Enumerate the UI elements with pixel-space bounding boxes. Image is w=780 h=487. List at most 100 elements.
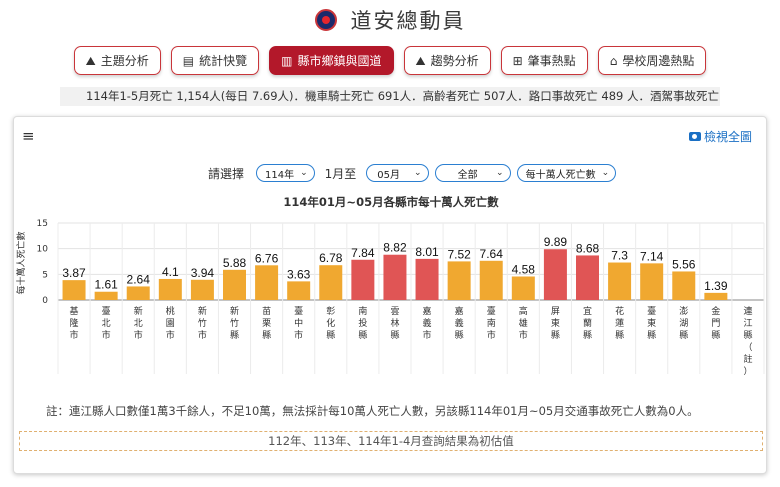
month-select-value: 05月 xyxy=(377,169,401,181)
x-category-label-char: （ xyxy=(743,342,752,353)
x-category-label-char: 市 xyxy=(102,329,111,341)
x-category-label-char: 雲 xyxy=(390,306,399,317)
x-category-label-char: 林 xyxy=(390,317,399,329)
x-category-label-char: 市 xyxy=(166,329,175,341)
nav-button-1[interactable]: ▤ 統計快覽 xyxy=(170,46,260,75)
nav-button-label: 縣市鄉鎮與國道 xyxy=(297,54,382,68)
site-header: 道安總動員 xyxy=(0,0,780,40)
y-tick-label: 10 xyxy=(37,245,49,255)
x-category-label-char: 縣 xyxy=(743,330,752,341)
bar xyxy=(126,286,150,300)
bar xyxy=(640,263,664,300)
x-category-label-char: 南 xyxy=(358,305,367,317)
x-category-label-char: 縣 xyxy=(679,330,688,341)
nav-button-3[interactable]: ⛰ 趨勢分析 xyxy=(403,46,491,75)
x-category-label-char: 竹 xyxy=(230,317,239,329)
chart-panel: ≡ 檢視全圖 請選擇 114年 ⌄ 1月至 05月 ⌄ 全部 ⌄ 每十萬人死亡數… xyxy=(13,116,767,474)
view-full-chart-label: 檢視全圖 xyxy=(703,130,752,144)
x-category-label-char: 北 xyxy=(102,318,111,329)
x-category-label-char: 連 xyxy=(743,305,752,317)
bar-value-label: 9.89 xyxy=(544,235,568,249)
x-category-label-char: 縣 xyxy=(711,330,720,341)
nav-button-label: 統計快覽 xyxy=(199,54,248,68)
scope-select[interactable]: 全部 ⌄ xyxy=(434,164,511,182)
bar xyxy=(479,260,503,300)
x-category-label-char: 臺 xyxy=(487,305,496,317)
scope-select-value: 全部 xyxy=(457,169,478,181)
bar xyxy=(543,249,567,300)
newspaper-icon: ▤ xyxy=(182,53,195,68)
bar xyxy=(608,262,632,300)
x-category-label-char: 園 xyxy=(166,318,175,329)
nav-button-0[interactable]: ⛰ 主題分析 xyxy=(73,46,161,75)
view-full-chart-link[interactable]: 檢視全圖 xyxy=(688,128,752,145)
bar xyxy=(415,258,439,300)
bar xyxy=(255,265,279,300)
x-category-label-char: 縣 xyxy=(262,330,271,341)
bar-chart: 0 5 10 15 每十萬人死亡數 3.87 基隆市 1.61 臺北市 2.64 新北市 4.1 桃園市… xyxy=(15,219,765,377)
x-category-label-char: 隆 xyxy=(70,317,79,329)
chevron-down-icon: ⌄ xyxy=(414,168,422,178)
x-category-label-char: 栗 xyxy=(262,318,271,329)
x-category-label-char: 新 xyxy=(230,305,239,317)
bar xyxy=(511,276,535,300)
bar-value-label: 7.64 xyxy=(480,247,504,261)
x-category-label-char: 門 xyxy=(711,318,720,329)
bar-value-label: 4.58 xyxy=(512,262,536,276)
site-title: 道安總動員 xyxy=(350,9,466,33)
bar xyxy=(158,278,182,300)
bar xyxy=(447,261,471,300)
x-category-label-char: 彰 xyxy=(326,305,335,317)
nav-button-5[interactable]: ⌂ 學校周邊熱點 xyxy=(597,46,707,75)
y-tick-label: 15 xyxy=(37,219,48,229)
bar xyxy=(287,281,311,300)
hamburger-menu-icon[interactable]: ≡ xyxy=(22,127,35,145)
nav-button-4[interactable]: ⊞ 肇事熱點 xyxy=(500,46,588,75)
x-category-label-char: 縣 xyxy=(326,330,335,341)
bar-value-label: 8.68 xyxy=(576,241,600,255)
bar xyxy=(190,279,214,300)
bar xyxy=(704,292,728,300)
bar-value-label: 2.64 xyxy=(127,272,151,286)
bar-value-label: 5.88 xyxy=(223,256,247,270)
bar-value-label: 4.1 xyxy=(162,265,179,279)
x-category-label-char: 東 xyxy=(551,317,560,329)
x-category-label-char: 臺 xyxy=(294,305,303,317)
x-category-label-char: 桃 xyxy=(166,305,175,317)
bar xyxy=(319,265,343,300)
x-category-label-char: 臺 xyxy=(647,305,656,317)
x-category-label-char: 縣 xyxy=(615,330,624,341)
bar-value-label: 6.78 xyxy=(319,251,343,265)
metric-select[interactable]: 每十萬人死亡數 ⌄ xyxy=(516,164,617,182)
chevron-down-icon: ⌄ xyxy=(300,168,308,178)
map-icon: ⊞ xyxy=(512,53,523,68)
nav-button-2[interactable]: ▥ 縣市鄉鎮與國道 xyxy=(269,46,394,75)
site-logo[interactable] xyxy=(314,9,337,31)
bar xyxy=(94,291,118,300)
y-tick-label: 5 xyxy=(42,270,48,280)
main-nav: ⛰ 主題分析 ▤ 統計快覽 ▥ 縣市鄉鎮與國道 ⛰ 趨勢分析 ⊞ 肇事熱點 ⌂ 學校周邊熱點 xyxy=(0,46,780,75)
x-category-label-char: 湖 xyxy=(679,318,688,329)
x-category-label-char: 嘉 xyxy=(455,305,464,317)
x-category-label-char: 義 xyxy=(455,317,464,329)
x-category-label-char: 蓮 xyxy=(615,317,624,329)
x-category-label-char: 縣 xyxy=(647,330,656,341)
bar-value-label: 3.94 xyxy=(191,266,215,280)
chart-title: 114年01月~05月各縣市每十萬人死亡數 xyxy=(283,195,499,209)
filter-bar: 請選擇 114年 ⌄ 1月至 05月 ⌄ 全部 ⌄ 每十萬人死亡數 ⌄ xyxy=(208,164,617,182)
from-month-label: 1月至 xyxy=(324,166,357,181)
x-category-label-char: ） xyxy=(743,366,752,377)
bar-value-label: 7.84 xyxy=(351,246,375,260)
bar-value-label: 3.87 xyxy=(62,266,86,280)
x-category-label-char: 縣 xyxy=(230,330,239,341)
year-select[interactable]: 114年 ⌄ xyxy=(256,164,315,182)
nav-button-label: 肇事熱點 xyxy=(527,54,576,68)
bar xyxy=(576,255,599,300)
bar-value-label: 8.01 xyxy=(415,245,439,259)
x-category-label-char: 南 xyxy=(487,317,496,329)
bar xyxy=(383,254,407,300)
x-category-label-char: 新 xyxy=(198,305,207,317)
nav-button-label: 學校周邊熱點 xyxy=(622,54,695,68)
estimate-footnote: 112年、113年、114年1-4月查詢結果為初估值 xyxy=(19,431,763,451)
month-select[interactable]: 05月 ⌄ xyxy=(366,164,429,182)
